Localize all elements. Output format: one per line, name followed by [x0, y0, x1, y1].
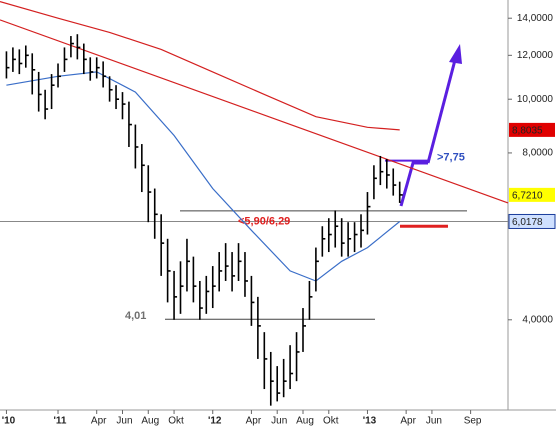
- x-tick-label: Apr: [400, 416, 416, 427]
- x-tick-label: '10: [2, 416, 16, 427]
- level-label: >7,75: [437, 151, 465, 163]
- level-label: <5,90/6,29: [238, 216, 290, 228]
- x-tick-label: '12: [208, 416, 222, 427]
- y-tick-label: 4,0000: [522, 314, 553, 325]
- price-box: [509, 187, 555, 202]
- x-tick-label: Jun: [116, 416, 132, 427]
- x-tick-label: Okt: [323, 416, 339, 427]
- level-label: 4,01: [125, 310, 146, 322]
- x-tick-label: Apr: [91, 416, 107, 427]
- y-tick-label: 8,0000: [522, 148, 553, 159]
- x-tick-label: Aug: [296, 416, 314, 427]
- overlay-line: [0, 19, 509, 204]
- x-tick-label: '11: [54, 416, 67, 427]
- price-box-label: 6,7210: [512, 191, 543, 202]
- x-tick-label: '13: [363, 416, 377, 427]
- projection-arrow: [399, 161, 428, 207]
- y-tick-label: 14,0000: [517, 13, 554, 24]
- price-box-label: 8,8035: [512, 126, 543, 137]
- projection-arrow: [426, 59, 457, 164]
- y-tick-label: 12,0000: [517, 50, 554, 61]
- price-box: [508, 213, 556, 229]
- overlay-line: [0, 1, 400, 131]
- x-tick-label: Okt: [168, 416, 184, 427]
- price-box: [509, 122, 555, 137]
- price-box-label: 6,0178: [512, 217, 543, 228]
- x-tick-label: Jun: [271, 416, 287, 427]
- x-tick-label: Aug: [141, 416, 159, 427]
- arrow-head: [449, 44, 462, 64]
- x-tick-label: Jun: [426, 416, 442, 427]
- x-tick-label: Apr: [246, 416, 262, 427]
- y-tick-label: 10,0000: [517, 94, 554, 105]
- x-tick-label: Sep: [464, 416, 482, 427]
